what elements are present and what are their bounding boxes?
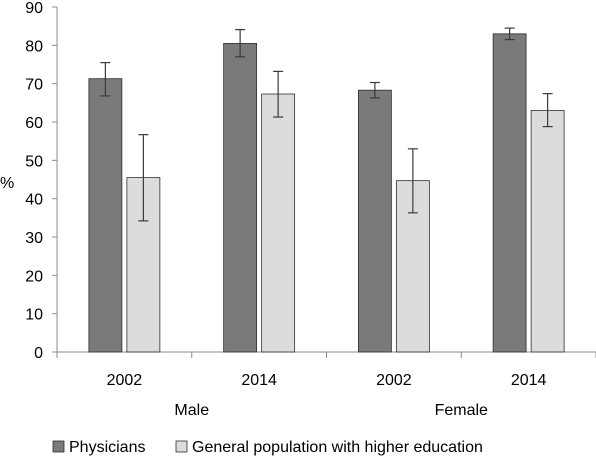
error-bar xyxy=(504,27,515,41)
y-tick-label: 20 xyxy=(25,268,43,285)
bar-general-population xyxy=(261,93,296,353)
y-tick-label: 80 xyxy=(25,38,43,55)
legend-label: General population with higher education xyxy=(192,439,483,456)
bar-general-population xyxy=(530,110,565,353)
x-group-label: Female xyxy=(435,402,488,419)
bar-physicians xyxy=(223,43,258,353)
legend-swatch xyxy=(175,440,188,453)
x-category-label: 2014 xyxy=(241,372,277,389)
y-tick-label: 70 xyxy=(25,77,43,94)
bar-physicians xyxy=(357,89,392,353)
error-bar xyxy=(542,93,553,128)
error-bar xyxy=(369,81,380,99)
error-bar xyxy=(138,134,149,222)
y-axis-ticks: 0 10 20 30 40 50 60 70 80 90 xyxy=(25,0,596,362)
y-tick-label: 60 xyxy=(25,115,43,132)
x-category-labels: 2002 2014 2002 2014 xyxy=(107,372,547,389)
x-group-label: Male xyxy=(174,402,209,419)
error-bar xyxy=(273,70,284,118)
x-group-labels: Male Female xyxy=(174,402,488,419)
bar-physicians xyxy=(492,33,527,353)
bar-physicians xyxy=(88,78,123,353)
error-bar xyxy=(407,148,418,214)
y-tick-label: 90 xyxy=(25,0,43,17)
error-bar xyxy=(100,61,111,97)
legend-swatch xyxy=(52,440,65,453)
x-category-label: 2002 xyxy=(107,372,143,389)
bar-series xyxy=(88,33,565,353)
legend-item: General population with higher education xyxy=(175,439,483,456)
y-tick-label: 0 xyxy=(34,345,43,362)
y-tick-label: 50 xyxy=(25,153,43,170)
legend-item: Physicians xyxy=(52,439,145,456)
error-bar xyxy=(235,29,246,58)
y-axis-title: % xyxy=(0,175,14,192)
legend-label: Physicians xyxy=(69,439,145,456)
y-tick-label: 10 xyxy=(25,307,43,324)
x-category-label: 2002 xyxy=(376,372,412,389)
y-tick-label: 30 xyxy=(25,230,43,247)
legend: Physicians General population with higher… xyxy=(52,439,483,456)
error-bars xyxy=(100,27,553,222)
x-category-label: 2014 xyxy=(511,372,547,389)
y-tick-label: 40 xyxy=(25,192,43,209)
